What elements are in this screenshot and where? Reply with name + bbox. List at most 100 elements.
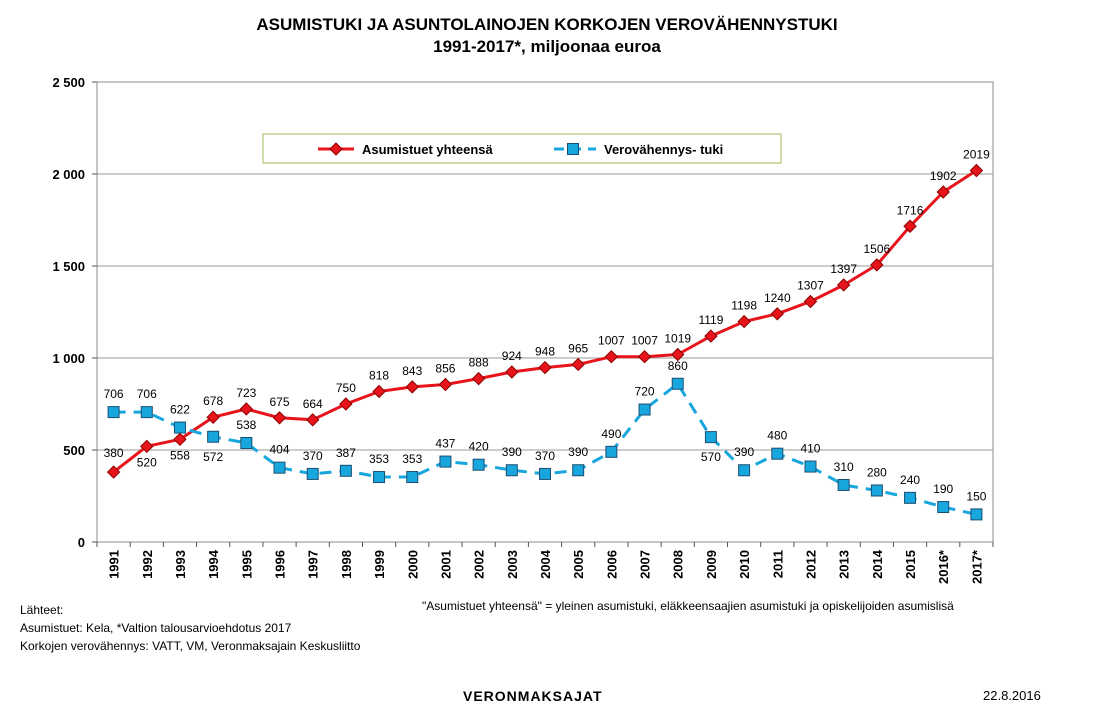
- point-verovahennys: [505, 464, 518, 477]
- data-label-verovahennys: 860: [668, 359, 688, 373]
- data-label-asumistuet: 2019: [963, 148, 990, 162]
- point-asumistuet: [106, 465, 121, 479]
- x-tick-label: 1993: [173, 550, 188, 579]
- point-asumistuet: [704, 329, 718, 343]
- data-label-asumistuet: 1007: [598, 334, 625, 348]
- publication-date: 22.8.2016: [983, 688, 1041, 703]
- data-label-verovahennys: 310: [834, 460, 854, 474]
- data-label-asumistuet: 558: [170, 448, 190, 462]
- point-asumistuet: [239, 402, 254, 416]
- point-asumistuet: [471, 371, 486, 386]
- data-label-asumistuet: 1019: [664, 332, 691, 346]
- data-label-verovahennys: 706: [137, 387, 157, 401]
- x-tick-label: 2001: [438, 550, 453, 579]
- x-tick-label: 2003: [505, 550, 520, 579]
- point-verovahennys: [837, 478, 850, 491]
- data-label-asumistuet: 675: [270, 395, 290, 409]
- point-asumistuet: [803, 294, 818, 309]
- point-verovahennys: [870, 484, 883, 497]
- point-verovahennys: [339, 464, 352, 477]
- data-label-verovahennys: 387: [336, 446, 356, 460]
- point-verovahennys: [439, 455, 452, 468]
- data-label-asumistuet: 678: [203, 394, 223, 408]
- data-label-verovahennys: 370: [303, 449, 323, 463]
- point-verovahennys: [539, 467, 551, 480]
- x-tick-label: 1991: [107, 550, 122, 579]
- point-asumistuet: [571, 357, 585, 372]
- y-tick-label: 0: [78, 535, 85, 550]
- x-tick-label: 2016*: [936, 549, 951, 584]
- data-label-verovahennys: 480: [767, 429, 787, 443]
- point-asumistuet: [206, 410, 220, 424]
- data-label-verovahennys: 622: [170, 403, 190, 417]
- x-tick-label: 1997: [306, 550, 321, 579]
- data-label-asumistuet: 1119: [698, 313, 723, 327]
- point-asumistuet: [836, 278, 851, 292]
- y-tick-label: 500: [63, 443, 85, 458]
- definition-note: "Asumistuet yhteensä" = yleinen asumistu…: [422, 599, 954, 613]
- legend-marker-square: [567, 143, 579, 155]
- data-label-asumistuet: 888: [469, 356, 489, 370]
- data-label-asumistuet: 843: [402, 364, 422, 378]
- data-label-asumistuet: 723: [236, 386, 256, 400]
- x-tick-label: 1996: [273, 550, 288, 579]
- y-tick-label: 1 500: [52, 259, 85, 274]
- x-tick-label: 2013: [837, 550, 852, 579]
- data-label-verovahennys: 538: [236, 418, 256, 432]
- point-verovahennys: [937, 501, 950, 514]
- data-label-verovahennys: 390: [568, 445, 588, 459]
- point-asumistuet: [339, 397, 353, 411]
- point-verovahennys: [373, 471, 386, 484]
- x-tick-label: 2010: [737, 550, 752, 579]
- chart-title-line-2: 1991-2017*, miljoonaa euroa: [433, 37, 661, 56]
- chart-title-line-1: ASUMISTUKI JA ASUNTOLAINOJEN KORKOJEN VE…: [256, 15, 838, 34]
- point-verovahennys: [240, 437, 253, 450]
- data-label-verovahennys: 390: [502, 445, 522, 459]
- point-verovahennys: [970, 508, 983, 521]
- data-label-verovahennys: 353: [369, 452, 389, 466]
- sources-block: Lähteet: Asumistuet: Kela, *Valtion talo…: [20, 601, 360, 655]
- data-label-verovahennys: 404: [270, 443, 290, 457]
- point-asumistuet: [637, 350, 652, 364]
- point-asumistuet: [372, 384, 386, 399]
- data-label-verovahennys: 706: [104, 387, 124, 401]
- point-verovahennys: [207, 430, 220, 443]
- point-verovahennys: [704, 431, 717, 444]
- data-label-asumistuet: 1007: [631, 334, 658, 348]
- x-tick-label: 1995: [239, 550, 254, 579]
- legend-marker-diamond: [329, 142, 343, 156]
- data-label-verovahennys: 490: [601, 427, 621, 441]
- data-label-asumistuet: 750: [336, 381, 356, 395]
- point-asumistuet: [737, 314, 751, 329]
- x-tick-label: 2014: [870, 549, 885, 579]
- data-label-asumistuet: 664: [303, 397, 323, 411]
- data-label-asumistuet: 1506: [864, 242, 891, 256]
- y-tick-label: 2 500: [52, 75, 85, 90]
- point-verovahennys: [572, 464, 585, 477]
- x-tick-label: 2000: [405, 550, 420, 579]
- point-verovahennys: [738, 464, 751, 477]
- x-tick-label: 2009: [704, 550, 719, 579]
- x-tick-label: 2011: [770, 550, 785, 578]
- x-tick-label: 2012: [803, 550, 818, 579]
- data-label-asumistuet: 924: [502, 349, 522, 363]
- data-label-asumistuet: 856: [435, 361, 455, 375]
- data-label-verovahennys: 280: [867, 465, 887, 479]
- data-label-asumistuet: 520: [137, 455, 157, 469]
- point-verovahennys: [306, 467, 319, 480]
- x-tick-label: 1994: [206, 549, 221, 579]
- source-interest-deduction: Korkojen verovähennys: VATT, VM, Veronma…: [20, 639, 361, 653]
- point-asumistuet: [936, 185, 950, 199]
- source-housing-allowance: Asumistuet: Kela, *Valtion talousarvioeh…: [20, 621, 292, 635]
- data-label-asumistuet: 948: [535, 345, 555, 359]
- data-label-verovahennys: 570: [701, 450, 721, 464]
- point-verovahennys: [173, 421, 186, 434]
- point-verovahennys: [140, 406, 153, 419]
- data-label-asumistuet: 1716: [897, 203, 924, 217]
- data-label-verovahennys: 572: [203, 450, 223, 464]
- x-tick-label: 2005: [571, 550, 586, 579]
- point-asumistuet: [538, 360, 552, 375]
- point-asumistuet: [305, 413, 320, 427]
- line-chart: 0 500 1 000 1 500 2 000 2 500 1991 1992 1993 199…: [52, 75, 994, 584]
- point-asumistuet: [272, 411, 287, 425]
